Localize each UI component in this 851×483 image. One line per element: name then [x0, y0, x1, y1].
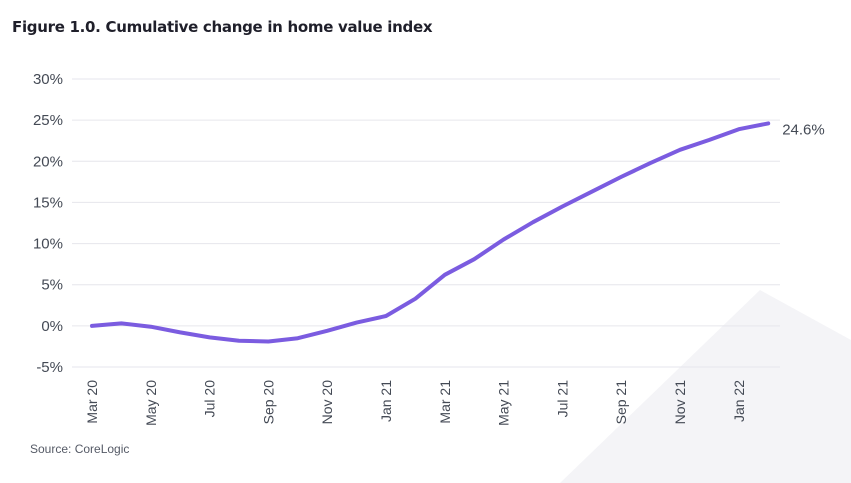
x-tick-label: Nov 21 [672, 380, 688, 425]
x-tick-label: May 21 [496, 380, 512, 426]
y-tick-label: 30% [33, 71, 63, 88]
x-tick-label: Sep 20 [260, 380, 276, 425]
x-tick-label: Jan 22 [731, 380, 747, 422]
x-tick-label: Nov 20 [319, 380, 335, 425]
x-tick-label: Jul 21 [554, 380, 570, 418]
x-tick-label: Jan 21 [378, 380, 394, 422]
x-tick-label: Mar 21 [437, 380, 453, 424]
y-tick-label: 20% [33, 153, 63, 170]
y-tick-label: 5% [41, 277, 63, 294]
y-tick-label: 25% [33, 112, 63, 129]
background-watermark-shape [560, 290, 851, 483]
y-tick-label: 15% [33, 194, 63, 211]
series-line [90, 121, 771, 344]
y-tick-label: 0% [41, 318, 63, 335]
end-value-label: 24.6% [782, 121, 825, 138]
y-tick-label: -5% [36, 359, 63, 376]
x-tick-label: Sep 21 [613, 380, 629, 425]
x-tick-label: May 20 [143, 380, 159, 426]
x-tick-label: Jul 20 [202, 380, 218, 418]
chart-title: Figure 1.0. Cumulative change in home va… [12, 18, 433, 36]
x-tick-label: Mar 20 [84, 380, 100, 424]
y-tick-label: 10% [33, 236, 63, 253]
source-note: Source: CoreLogic [30, 442, 130, 456]
